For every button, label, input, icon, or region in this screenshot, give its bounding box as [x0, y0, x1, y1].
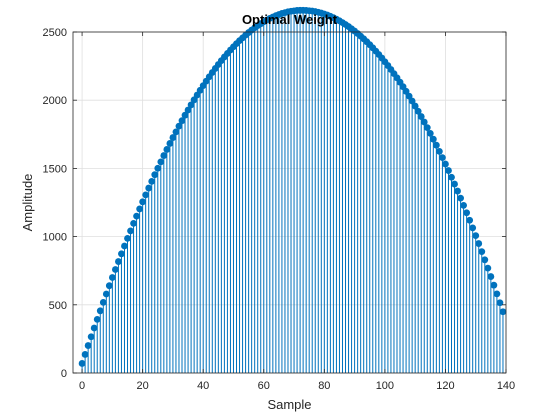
- stem-marker: [145, 184, 153, 192]
- y-tick-label: 0: [61, 368, 67, 380]
- stem-marker: [478, 248, 486, 256]
- stem-marker: [157, 158, 165, 166]
- stem-marker: [124, 234, 131, 242]
- stem-marker: [166, 140, 174, 147]
- stem-marker: [93, 315, 101, 323]
- stem-marker: [121, 242, 128, 250]
- stem-marker: [435, 147, 443, 155]
- stem-marker: [96, 307, 104, 315]
- stem-marker: [432, 141, 440, 149]
- x-tick-label: 100: [376, 380, 394, 392]
- stem-marker: [127, 227, 134, 235]
- x-tick-label: 140: [497, 380, 515, 392]
- chart-title: Optimal Weight: [242, 12, 338, 27]
- stem-marker: [118, 250, 125, 258]
- stem-marker: [90, 324, 98, 332]
- x-tick-label: 120: [436, 380, 454, 392]
- stem-marker: [130, 219, 137, 227]
- stem-marker: [136, 205, 144, 213]
- stem-marker: [181, 111, 189, 119]
- y-tick-label: 2500: [43, 27, 67, 39]
- stem-marker: [448, 173, 455, 181]
- stem-marker: [460, 201, 468, 209]
- stem-marker: [405, 92, 413, 100]
- stem-marker: [442, 160, 449, 168]
- stem-marker: [499, 308, 507, 316]
- stem-marker: [454, 187, 461, 195]
- y-tick-label: 1500: [43, 163, 67, 175]
- stem-marker: [496, 299, 504, 307]
- stem-marker: [184, 106, 192, 114]
- stem-marker: [142, 191, 150, 199]
- stem-marker: [154, 164, 162, 172]
- stem-marker: [457, 194, 464, 202]
- stem-marker: [429, 135, 437, 143]
- stem-marker: [160, 152, 168, 159]
- stems: [81, 10, 504, 373]
- stem-marker: [163, 146, 171, 153]
- stem-marker: [484, 264, 492, 272]
- stem-marker: [102, 290, 110, 298]
- stem-marker: [417, 113, 425, 120]
- stem-marker: [169, 134, 177, 141]
- stem-marker: [414, 107, 422, 115]
- stem-marker: [81, 351, 89, 358]
- stem-marker: [87, 333, 95, 341]
- stem-marker: [178, 117, 186, 125]
- stem-marker: [172, 128, 180, 136]
- stem-marker: [108, 274, 116, 281]
- ticks: 0 20 40 60 80 100 120 140 0 500 1000 1500 2000 2500: [43, 27, 516, 392]
- stem-marker: [115, 258, 122, 265]
- stem-marker: [78, 360, 86, 367]
- y-tick-label: 1000: [43, 232, 67, 244]
- stem-marker: [472, 232, 480, 240]
- x-tick-label: 20: [137, 380, 149, 392]
- markers: [78, 6, 507, 367]
- stem-marker: [490, 281, 498, 289]
- stem-marker: [426, 129, 434, 137]
- stem-marker: [469, 224, 477, 232]
- stem-marker: [84, 342, 92, 349]
- stem-marker: [481, 256, 489, 264]
- stem-marker: [463, 209, 471, 217]
- stem-marker: [411, 102, 419, 110]
- x-tick-label: 60: [258, 380, 270, 392]
- stem-marker: [445, 167, 452, 174]
- stem-marker: [493, 290, 501, 298]
- stem-marker: [187, 101, 195, 109]
- y-tick-label: 500: [49, 300, 67, 312]
- stem-marker: [175, 122, 183, 130]
- axes-box: [72, 31, 507, 374]
- x-axis-label: Sample: [267, 397, 311, 412]
- stem-marker: [487, 273, 495, 280]
- stem-marker: [408, 97, 416, 105]
- stem-marker: [439, 154, 446, 162]
- y-tick-label: 2000: [43, 95, 67, 107]
- stem-marker: [148, 177, 156, 185]
- stem-marker: [99, 298, 107, 306]
- stem-marker: [133, 212, 140, 220]
- stem-marker: [151, 171, 159, 179]
- stem-marker: [451, 180, 458, 188]
- stem-marker: [139, 198, 147, 206]
- x-tick-label: 40: [197, 380, 209, 392]
- stem-marker: [420, 118, 428, 126]
- stem-marker: [111, 266, 119, 273]
- stem-marker: [105, 282, 113, 290]
- stem-marker: [475, 240, 483, 247]
- stem-marker: [423, 124, 431, 132]
- x-tick-label: 0: [79, 380, 85, 392]
- y-axis-label: Amplitude: [20, 174, 35, 232]
- x-tick-label: 80: [318, 380, 330, 392]
- plot-area: [73, 32, 506, 373]
- stem-marker: [466, 216, 474, 224]
